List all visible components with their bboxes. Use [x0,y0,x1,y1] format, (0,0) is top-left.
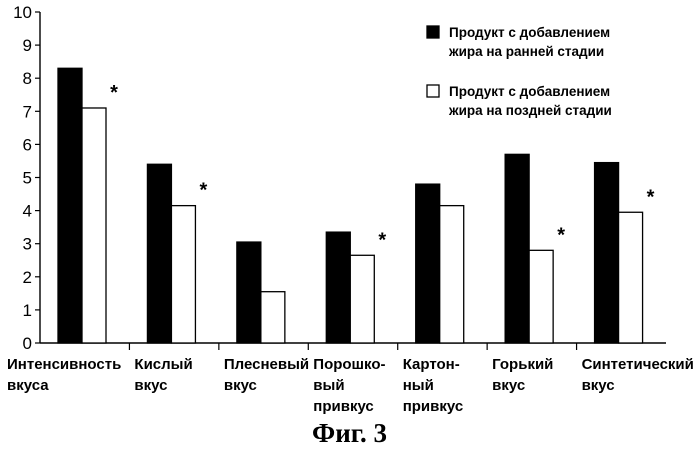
bar-late-stage [171,206,195,343]
y-tick-labels: 0 1 2 3 4 5 6 7 8 9 10 [13,3,32,353]
bar-late-stage [440,206,464,343]
x-category-label: Плесневый [224,356,309,373]
x-category-label: Интенсивность [7,356,121,373]
bar-late-stage [261,292,285,343]
y-tick-label: 9 [23,36,32,55]
x-category-label: Горький [492,356,553,373]
y-tick-label: 7 [23,102,32,121]
x-category-label: вкуса [7,377,49,394]
x-category-label: ный [403,377,434,394]
legend-label: жира на поздней стадии [448,103,612,118]
legend-swatch-early [427,26,439,38]
legend-label: Продукт с добавлением [449,84,610,99]
figure-caption: Фиг. 3 [0,418,699,449]
bar-early-stage [595,163,619,343]
x-category-label: привкус [313,398,373,415]
y-tick-label: 1 [23,301,32,320]
y-tick-label: 3 [23,235,32,254]
significance-star: * [378,229,386,251]
legend-swatch-late [427,85,439,97]
x-category-label: Картон- [403,356,460,373]
bar-early-stage [505,154,529,343]
y-tick-label: 0 [23,334,32,353]
legend: Продукт с добавлением жира на ранней стад… [427,25,612,118]
bar-early-stage [147,164,171,343]
legend-label: Продукт с добавлением [449,25,610,40]
x-category-label: вый [313,377,344,394]
category-labels: Интенсивность вкуса Кислый вкус Плесневый вку… [7,356,694,415]
x-category-label: вкус [134,377,167,394]
bar-late-stage [529,250,553,343]
x-category-label: вкус [582,377,615,394]
x-category-label: вкус [492,377,525,394]
bar-early-stage [416,184,440,343]
x-category-label: вкус [224,377,257,394]
bar-late-stage [82,108,106,343]
y-tick-label: 10 [13,3,32,22]
significance-star: * [110,82,118,104]
x-category-label: Порошко- [313,356,385,373]
legend-label: жира на ранней стадии [448,44,604,59]
bar-early-stage [237,242,261,343]
x-category-label: Кислый [134,356,192,373]
significance-star: * [647,186,655,208]
y-tick-label: 4 [23,202,32,221]
significance-star: * [200,180,208,202]
x-category-label: привкус [403,398,463,415]
y-tick-label: 8 [23,69,32,88]
bar-late-stage [350,255,374,343]
x-category-label: Синтетический [582,356,694,373]
bar-early-stage [326,232,350,343]
y-tick-label: 5 [23,169,32,188]
y-tick-label: 6 [23,135,32,154]
bar-early-stage [58,68,82,343]
bar-late-stage [619,212,643,343]
y-tick-label: 2 [23,268,32,287]
significance-star: * [557,224,565,246]
